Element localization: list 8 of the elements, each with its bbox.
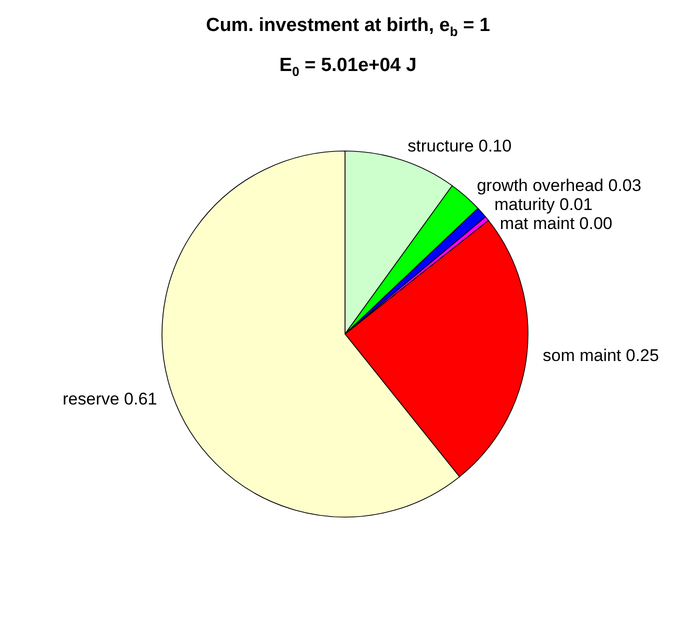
- slice-label: som maint 0.25: [542, 346, 659, 365]
- slice-label: structure 0.10: [408, 136, 512, 156]
- chart-subtitle: E$_{0}$ = 5.01e+04 J: [278, 54, 418, 81]
- slice-label: growth overhead 0.03: [476, 175, 642, 194]
- slice-label: maturity 0.01: [494, 194, 593, 214]
- chart-title: Cum. investment at birth, e$_{b}$ = 1: [204, 14, 492, 41]
- slice-label: reserve 0.61: [62, 388, 158, 408]
- slice-label: mat maint 0.00: [500, 213, 612, 232]
